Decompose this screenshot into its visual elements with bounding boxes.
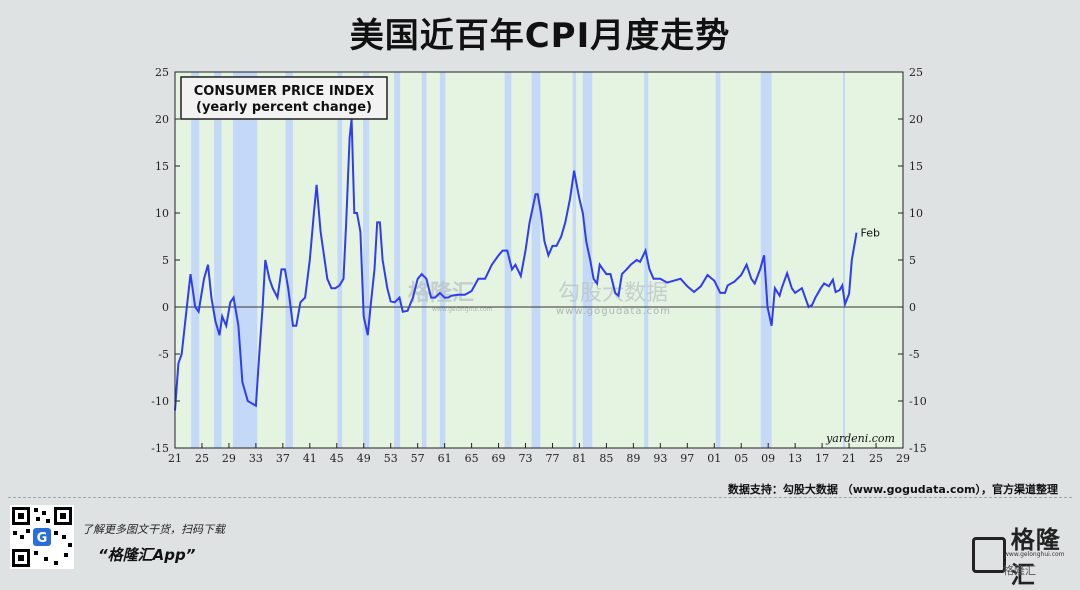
cpi-series-line bbox=[174, 118, 858, 411]
recession-band bbox=[715, 72, 721, 448]
x-tick-label: 77 bbox=[545, 452, 559, 465]
recession-band bbox=[214, 72, 222, 448]
x-tick-label: 45 bbox=[330, 452, 344, 465]
y-tick-label-right: 5 bbox=[909, 254, 916, 267]
gelonghui-logo: 格隆汇 bbox=[972, 520, 1080, 590]
recession-band bbox=[531, 72, 541, 448]
recession-band bbox=[843, 72, 846, 448]
x-tick-label: 57 bbox=[411, 452, 425, 465]
y-tick-label-left: 20 bbox=[155, 113, 169, 126]
chart-title: CONSUMER PRICE INDEX bbox=[194, 84, 374, 99]
recession-band bbox=[572, 72, 577, 448]
x-tick-label: 01 bbox=[707, 452, 721, 465]
x-tick-label: 05 bbox=[734, 452, 748, 465]
promo-text: 了解更多图文干货，扫码下载 bbox=[82, 523, 225, 536]
x-tick-label: 17 bbox=[815, 452, 829, 465]
y-tick-label-left: -15 bbox=[151, 442, 169, 455]
y-tick-label-right: 0 bbox=[909, 301, 916, 314]
y-tick-label-right: -15 bbox=[909, 442, 927, 455]
x-tick-label: 29 bbox=[222, 452, 236, 465]
recession-band bbox=[394, 72, 401, 448]
recession-band bbox=[191, 72, 200, 448]
x-tick-label: 53 bbox=[384, 452, 398, 465]
y-tick-label-left: -5 bbox=[158, 348, 169, 361]
watermark-gogudata-url: www.gogudata.com bbox=[556, 306, 671, 317]
x-tick-label: 97 bbox=[680, 452, 694, 465]
recession-band bbox=[285, 72, 293, 448]
x-tick-label: 25 bbox=[869, 452, 883, 465]
y-tick-label-left: 25 bbox=[155, 66, 169, 79]
feb-annotation: Feb bbox=[860, 227, 879, 240]
y-tick-label-right: 15 bbox=[909, 160, 923, 173]
x-tick-label: 13 bbox=[788, 452, 802, 465]
y-tick-label-left: 15 bbox=[155, 160, 169, 173]
page-title: 美国近百年CPI月度走势 bbox=[349, 16, 731, 56]
qr-code-icon: G bbox=[12, 507, 72, 567]
y-tick-label-left: 0 bbox=[162, 301, 169, 314]
x-tick-label: 37 bbox=[276, 452, 290, 465]
x-tick-label: 41 bbox=[303, 452, 317, 465]
x-tick-label: 21 bbox=[842, 452, 856, 465]
divider bbox=[8, 497, 1072, 498]
x-tick-label: 09 bbox=[761, 452, 775, 465]
x-tick-label: 33 bbox=[249, 452, 263, 465]
recession-band bbox=[582, 72, 593, 448]
promo-app-name: “格隆汇App” bbox=[98, 546, 196, 564]
y-tick-label-right: 10 bbox=[909, 207, 923, 220]
x-tick-label: 61 bbox=[438, 452, 452, 465]
watermark-gelonghui-url: www.gelonghui.com bbox=[432, 306, 493, 313]
recession-band bbox=[232, 72, 258, 448]
y-tick-label-left: 5 bbox=[162, 254, 169, 267]
x-tick-label: 81 bbox=[572, 452, 586, 465]
y-tick-label-right: 25 bbox=[909, 66, 923, 79]
watermark: 格隆汇 www.gelonghui.com 勾股大数据 www.gogudata… bbox=[408, 280, 671, 317]
x-tick-label: 69 bbox=[492, 452, 506, 465]
qr-code[interactable]: G bbox=[10, 505, 74, 569]
data-credit: 数据支持：勾股大数据 （www.gogudata.com），官方渠道整理 bbox=[727, 483, 1058, 496]
y-tick-label-right: 20 bbox=[909, 113, 923, 126]
logo-url: www.gelonghui.com bbox=[1004, 551, 1065, 558]
x-tick-label: 29 bbox=[896, 452, 910, 465]
recession-band bbox=[760, 72, 772, 448]
x-tick-label: 93 bbox=[653, 452, 667, 465]
recession-band bbox=[439, 72, 446, 448]
recession-band bbox=[644, 72, 649, 448]
chart-subtitle: (yearly percent change) bbox=[196, 100, 372, 115]
x-tick-label: 73 bbox=[519, 452, 533, 465]
x-tick-label: 85 bbox=[599, 452, 613, 465]
y-tick-label-left: 10 bbox=[155, 207, 169, 220]
x-tick-label: 89 bbox=[626, 452, 640, 465]
recession-bands bbox=[191, 72, 846, 448]
y-tick-label-right: -5 bbox=[909, 348, 920, 361]
x-tick-label: 49 bbox=[357, 452, 371, 465]
x-tick-label: 21 bbox=[168, 452, 182, 465]
recession-band bbox=[421, 72, 427, 448]
source-label: yardeni.com bbox=[825, 432, 895, 445]
x-tick-label: 65 bbox=[465, 452, 479, 465]
y-tick-label-right: -10 bbox=[909, 395, 927, 408]
recession-band bbox=[504, 72, 512, 448]
bottom-watermark: 格隆汇 bbox=[1003, 564, 1036, 577]
gelonghui-logo-icon bbox=[972, 537, 1006, 573]
y-tick-label-left: -10 bbox=[151, 395, 169, 408]
recession-band bbox=[363, 72, 370, 448]
recession-band bbox=[337, 72, 343, 448]
svg-text:G: G bbox=[37, 531, 48, 546]
chart-title-box: CONSUMER PRICE INDEX (yearly percent cha… bbox=[180, 76, 388, 120]
x-tick-label: 25 bbox=[195, 452, 209, 465]
